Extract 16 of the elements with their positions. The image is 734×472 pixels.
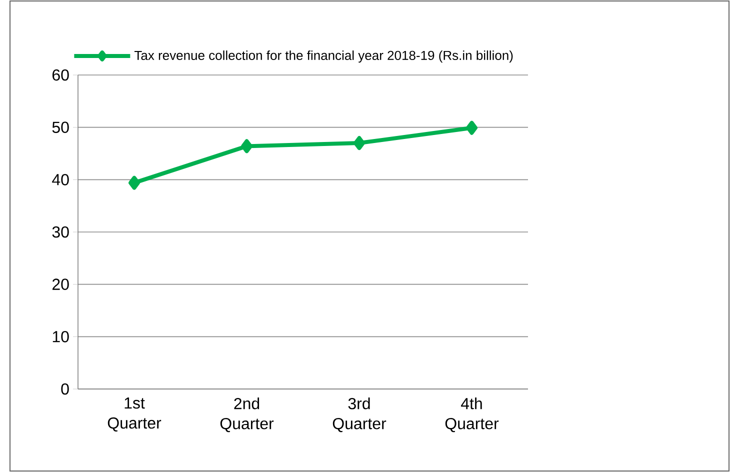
point [128, 176, 140, 190]
y-tick-label: 40 [52, 174, 69, 186]
y-tick-label: 10 [52, 331, 69, 342]
x-tick-label: 1st Quarter [108, 398, 162, 432]
point [241, 139, 253, 154]
point [354, 136, 366, 150]
x-tick-label: 3rd Quarter [332, 398, 386, 432]
y-tick-label: 60 [52, 69, 69, 81]
point [466, 120, 478, 135]
legend-label: Tax revenue collection for the financial year 2018-19 (Rs.in billion) [134, 50, 513, 63]
y-tick-label: 30 [52, 226, 69, 238]
x-tick-label: 4th Quarter [445, 398, 499, 432]
y-tick-label: 20 [52, 278, 69, 290]
y-tick-label: 50 [52, 122, 69, 133]
x-tick-label: 2nd Quarter [220, 398, 274, 432]
y-tick-label: 0 [61, 383, 69, 395]
